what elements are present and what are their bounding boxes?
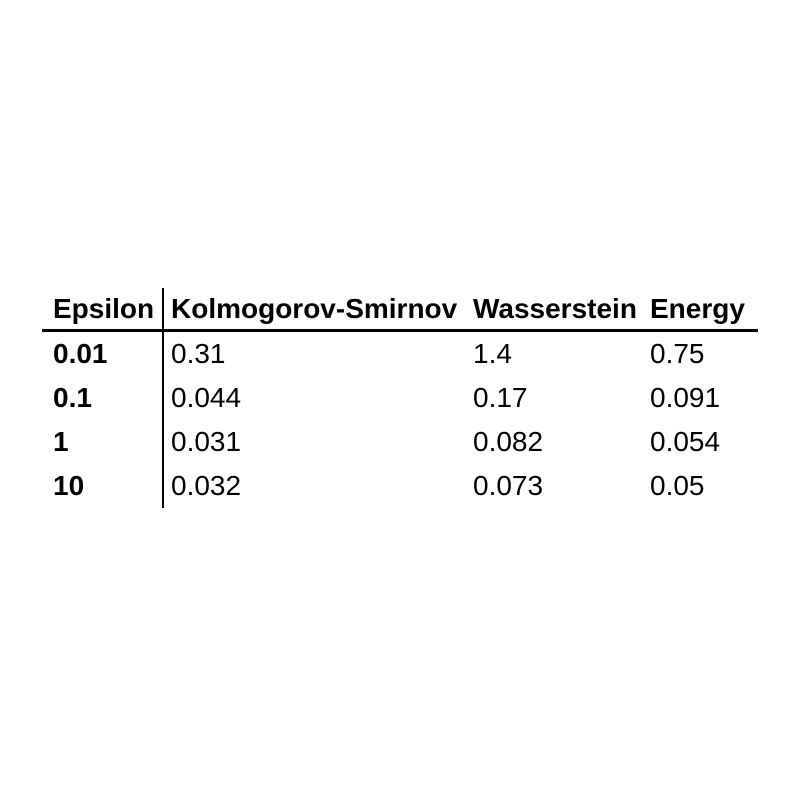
column-header-kolmogorov-smirnov: Kolmogorov-Smirnov xyxy=(171,292,458,324)
row-index-epsilon: 1 xyxy=(53,426,69,457)
column-header-epsilon: Epsilon xyxy=(53,292,155,324)
metrics-table: Epsilon Kolmogorov-Smirnov Wasserstein E… xyxy=(42,288,758,508)
cell-kolmogorov-smirnov: 0.032 xyxy=(171,470,242,501)
cell-wasserstein: 0.17 xyxy=(473,382,528,413)
column-divider-line xyxy=(162,288,164,508)
table-header-row: Epsilon Kolmogorov-Smirnov Wasserstein E… xyxy=(42,288,758,332)
row-index-epsilon: 10 xyxy=(53,470,85,501)
cell-energy: 0.091 xyxy=(650,382,721,413)
cell-kolmogorov-smirnov: 0.031 xyxy=(171,426,242,457)
cell-energy: 0.054 xyxy=(650,426,721,457)
cell-wasserstein: 1.4 xyxy=(473,338,512,369)
cell-wasserstein: 0.073 xyxy=(473,470,544,501)
column-header-wasserstein: Wasserstein xyxy=(473,292,637,324)
row-index-epsilon: 0.01 xyxy=(53,338,108,369)
column-header-energy: Energy xyxy=(650,292,745,324)
cell-energy: 0.05 xyxy=(650,470,705,501)
cell-kolmogorov-smirnov: 0.044 xyxy=(171,382,242,413)
table-row: 0.1 0.044 0.17 0.091 xyxy=(42,376,758,420)
cell-kolmogorov-smirnov: 0.31 xyxy=(171,338,226,369)
table-row: 1 0.031 0.082 0.054 xyxy=(42,420,758,464)
row-index-epsilon: 0.1 xyxy=(53,382,92,413)
cell-energy: 0.75 xyxy=(650,338,705,369)
table-row: 10 0.032 0.073 0.05 xyxy=(42,464,758,508)
table-row: 0.01 0.31 1.4 0.75 xyxy=(42,332,758,376)
cell-wasserstein: 0.082 xyxy=(473,426,544,457)
